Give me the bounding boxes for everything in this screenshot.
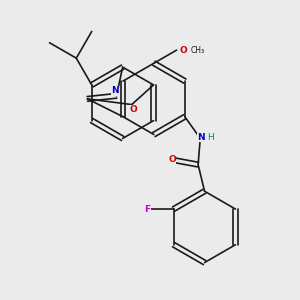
Text: O: O [168, 155, 176, 164]
Text: CH₃: CH₃ [190, 46, 205, 55]
Text: N: N [197, 133, 205, 142]
Text: O: O [180, 46, 188, 55]
Text: N: N [111, 86, 118, 95]
Text: H: H [208, 133, 214, 142]
Text: F: F [144, 205, 150, 214]
Text: O: O [130, 105, 137, 114]
